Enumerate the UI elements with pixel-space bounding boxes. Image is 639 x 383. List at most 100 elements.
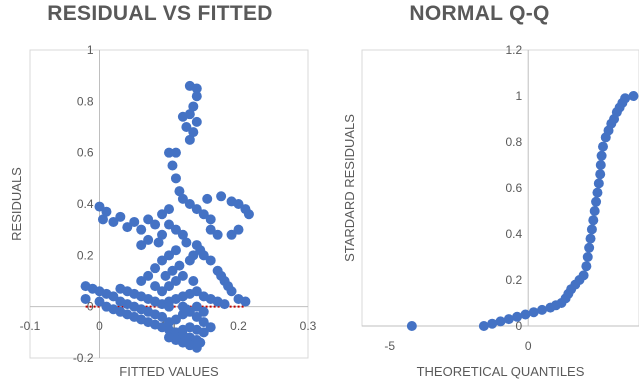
data-point xyxy=(108,216,119,227)
data-point xyxy=(153,237,164,248)
data-point xyxy=(584,242,595,253)
data-point xyxy=(181,304,192,315)
data-point xyxy=(80,293,91,304)
y-tick-label: 0.2 xyxy=(77,248,94,262)
data-point xyxy=(181,237,192,248)
data-point xyxy=(136,224,147,235)
data-point xyxy=(164,147,174,158)
y-tick-label: 0.6 xyxy=(77,146,94,160)
data-point xyxy=(219,299,230,310)
data-point xyxy=(216,191,227,202)
data-point xyxy=(143,234,154,245)
data-point xyxy=(170,173,181,184)
data-point xyxy=(205,255,216,266)
data-point xyxy=(177,270,188,281)
y-axis-title: STARDARD RESIDUALS xyxy=(342,114,357,262)
data-point xyxy=(157,255,168,266)
data-point xyxy=(177,193,188,204)
y-tick-label: 1 xyxy=(516,89,523,103)
data-point xyxy=(233,199,244,209)
data-point xyxy=(191,342,202,353)
x-tick-label: -0.1 xyxy=(20,319,41,333)
y-tick-label: 0.8 xyxy=(506,135,523,149)
data-point xyxy=(150,281,161,292)
data-point xyxy=(582,252,593,262)
data-point xyxy=(578,270,589,281)
data-point xyxy=(184,134,195,145)
chart-title: NORMAL Q-Q xyxy=(409,2,550,25)
data-point xyxy=(184,199,195,209)
data-point xyxy=(170,245,181,256)
data-point xyxy=(191,301,202,312)
data-point xyxy=(487,318,498,329)
data-point xyxy=(150,219,161,230)
data-point xyxy=(170,335,181,346)
data-point xyxy=(108,291,119,302)
y-tick-label: 1.2 xyxy=(506,43,523,57)
plot-area xyxy=(29,49,309,359)
qq-plot-svg: 0 0.2 0.4 0.6 0.8 1 1.2 -5 0 THEORETICAL QUANTILE… xyxy=(342,43,639,379)
y-tick-label: 0.4 xyxy=(77,197,94,211)
data-point xyxy=(191,83,202,94)
y-axis-title: RESIDUALS xyxy=(9,167,24,241)
y-tick-label: 0.2 xyxy=(506,273,523,287)
data-point xyxy=(585,233,596,244)
data-point xyxy=(170,147,181,158)
data-point xyxy=(198,250,209,261)
data-point xyxy=(157,286,168,297)
data-point xyxy=(512,311,523,322)
data-point xyxy=(188,127,199,138)
y-tick-label: 0.8 xyxy=(77,94,94,108)
data-point xyxy=(191,116,202,127)
data-point xyxy=(174,260,185,271)
data-point xyxy=(191,204,202,215)
data-point xyxy=(129,216,140,227)
data-point xyxy=(164,219,174,230)
data-point xyxy=(188,276,199,286)
data-point xyxy=(198,327,209,338)
data-point xyxy=(164,301,174,312)
y-tick-label: 1 xyxy=(87,43,94,57)
data-point xyxy=(191,91,202,102)
data-point xyxy=(240,296,251,307)
data-point xyxy=(115,211,126,222)
data-point xyxy=(198,317,209,328)
data-point xyxy=(205,224,216,235)
data-point xyxy=(143,214,154,225)
data-point xyxy=(164,250,174,261)
x-tick-label: 0.2 xyxy=(230,319,247,333)
data-point xyxy=(202,193,213,204)
data-point xyxy=(595,160,606,170)
data-point xyxy=(164,204,174,215)
data-point xyxy=(94,201,105,212)
x-tick-label: 0 xyxy=(96,319,103,333)
data-point xyxy=(588,215,599,226)
data-point xyxy=(478,321,489,331)
residual-vs-fitted-chart: RESIDUAL VS FITTED -0.2 0 0.2 0.4 0.6 0.8 1 -0.… xyxy=(9,2,317,379)
normal-qq-chart: NORMAL Q-Q 0 0.2 0.4 0.6 0.8 1 1.2 -5 0 THEORETIC… xyxy=(320,0,639,383)
data-point xyxy=(188,101,199,112)
data-point xyxy=(177,229,188,240)
data-point xyxy=(495,316,506,327)
data-point xyxy=(406,321,417,331)
data-point xyxy=(528,307,539,318)
y-tick-label: 0 xyxy=(516,319,523,333)
data-point xyxy=(586,224,597,235)
data-point xyxy=(620,93,631,104)
data-point xyxy=(170,224,181,235)
data-point xyxy=(181,122,192,132)
data-point xyxy=(198,306,209,317)
chart-title: RESIDUAL VS FITTED xyxy=(47,2,273,25)
data-point xyxy=(592,187,603,198)
data-point xyxy=(143,270,154,281)
data-point xyxy=(115,296,126,307)
data-point xyxy=(136,240,147,251)
data-point xyxy=(157,209,168,220)
data-point xyxy=(167,265,178,276)
y-tick-label: 0.6 xyxy=(506,181,523,195)
data-point xyxy=(177,111,188,122)
data-point xyxy=(537,304,548,315)
x-tick-label: 0.3 xyxy=(300,319,317,333)
data-point xyxy=(160,270,171,281)
data-point xyxy=(226,229,237,240)
